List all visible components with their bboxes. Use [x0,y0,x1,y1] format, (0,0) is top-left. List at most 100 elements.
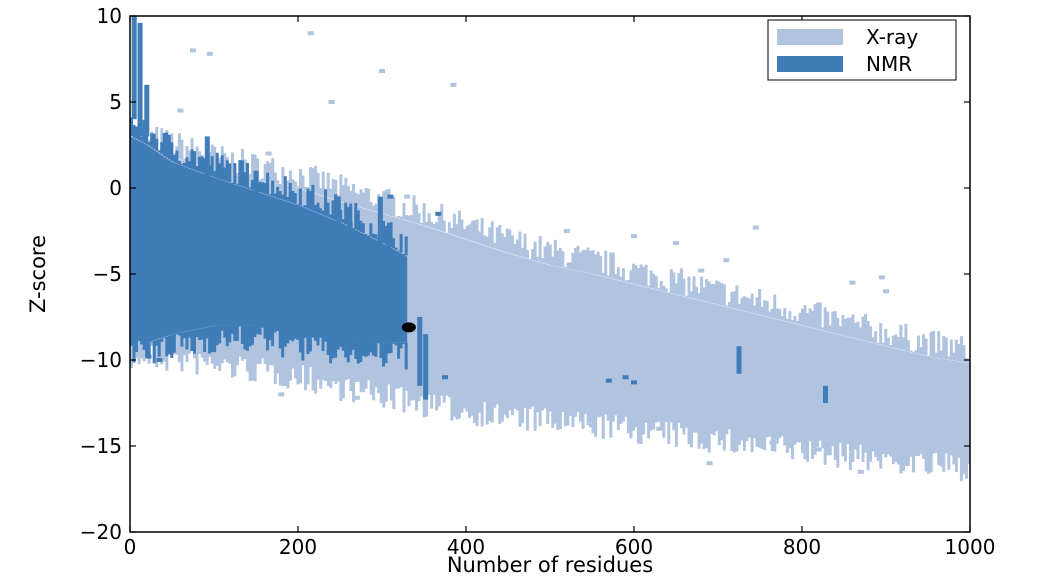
band-edge-mark [281,167,285,185]
band-edge-mark [195,146,199,165]
band-edge-mark [581,250,585,272]
band-edge-mark [170,142,174,162]
band-edge-mark [339,339,343,347]
band-edge-mark [447,394,451,398]
series-x-ray-point [353,395,360,400]
band-edge-mark [160,142,164,155]
band-edge-mark [276,359,280,374]
band-edge-mark [556,250,560,267]
band-edge-mark [869,326,873,343]
band-edge-mark [261,178,265,181]
band-edge-mark [848,317,852,338]
band-edge-mark [160,345,164,365]
band-edge-mark [331,200,335,219]
series-nmr [130,16,829,403]
band-edge-mark [291,179,295,187]
band-edge-mark [841,315,845,336]
band-edge-mark [768,433,772,437]
band-edge-mark [750,293,754,313]
band-edge-mark [298,334,302,353]
band-edge-mark [404,342,408,370]
band-edge-mark [250,179,254,190]
band-edge-mark [349,340,353,355]
band-edge-mark [520,247,524,258]
band-edge-mark [278,330,282,349]
band-edge-mark [899,324,903,350]
band-edge-mark [220,155,224,180]
series-nmr-point [145,354,152,359]
band-edge-mark [949,452,953,456]
band-edge-mark [811,310,815,328]
band-edge-mark [321,337,325,352]
band-edge-mark [334,194,338,220]
band-edge-mark [245,325,249,351]
series-nmr-point [156,358,163,362]
band-edge-mark [392,384,396,410]
band-edge-mark [619,276,623,281]
band-edge-mark [917,335,921,354]
band-edge-mark [765,432,769,438]
band-edge-mark [276,186,280,199]
band-edge-mark [410,388,413,401]
band-edge-mark [859,443,863,445]
band-edge-mark [334,372,338,384]
band-edge-mark [700,424,704,444]
band-edge-mark [346,339,350,363]
band-edge-mark [523,404,527,409]
band-edge-mark [589,250,593,274]
band-edge-mark [215,351,219,366]
band-edge-mark [523,233,527,258]
band-edge-mark [450,395,454,421]
band-edge-mark [399,342,403,349]
x-tick-label: 400 [447,535,485,559]
band-edge-mark [601,412,605,439]
band-edge-mark [213,325,217,353]
band-edge-mark [563,266,567,269]
band-edge-mark [321,171,325,196]
band-edge-mark [354,340,358,359]
band-edge-mark [891,446,895,465]
band-edge-mark [364,378,368,389]
band-edge-mark [329,371,333,389]
band-edge-mark [725,427,729,435]
band-edge-mark [626,280,630,283]
series-nmr-stripe [386,239,392,343]
band-edge-mark [879,323,883,345]
band-edge-mark [536,406,540,413]
band-edge-mark [644,418,648,423]
band-edge-mark [730,292,734,308]
band-edge-mark [811,438,815,459]
band-edge-mark [672,421,676,431]
band-edge-mark [848,442,852,470]
band-edge-mark [909,350,913,353]
band-edge-mark [954,339,958,361]
band-edge-mark [914,449,918,457]
band-edge-mark [642,417,646,435]
band-edge-mark [374,342,378,357]
band-edge-mark [442,220,446,232]
legend: X-ray NMR [767,19,957,81]
band-edge-mark [427,213,431,228]
band-edge-mark [230,353,234,378]
band-edge-mark [818,302,822,330]
band-edge-mark [248,174,252,178]
band-edge-mark [922,334,926,356]
band-edge-mark [864,444,868,453]
band-edge-mark [884,445,888,458]
band-edge-mark [359,377,363,393]
band-edge-mark [130,342,133,369]
band-edge-mark [692,276,696,299]
band-edge-mark [773,294,777,319]
series-nmr-stripe [397,265,403,326]
band-edge-mark [422,203,426,226]
band-edge-mark [548,408,552,412]
band-edge-mark [929,451,933,473]
series-x-ray-point [278,392,285,397]
band-edge-mark [906,448,910,466]
band-edge-mark [715,280,719,305]
band-edge-mark [957,343,961,362]
band-edge-mark [354,376,358,382]
band-edge-mark [132,124,136,138]
band-edge-mark [230,152,234,175]
band-edge-mark [896,337,900,349]
